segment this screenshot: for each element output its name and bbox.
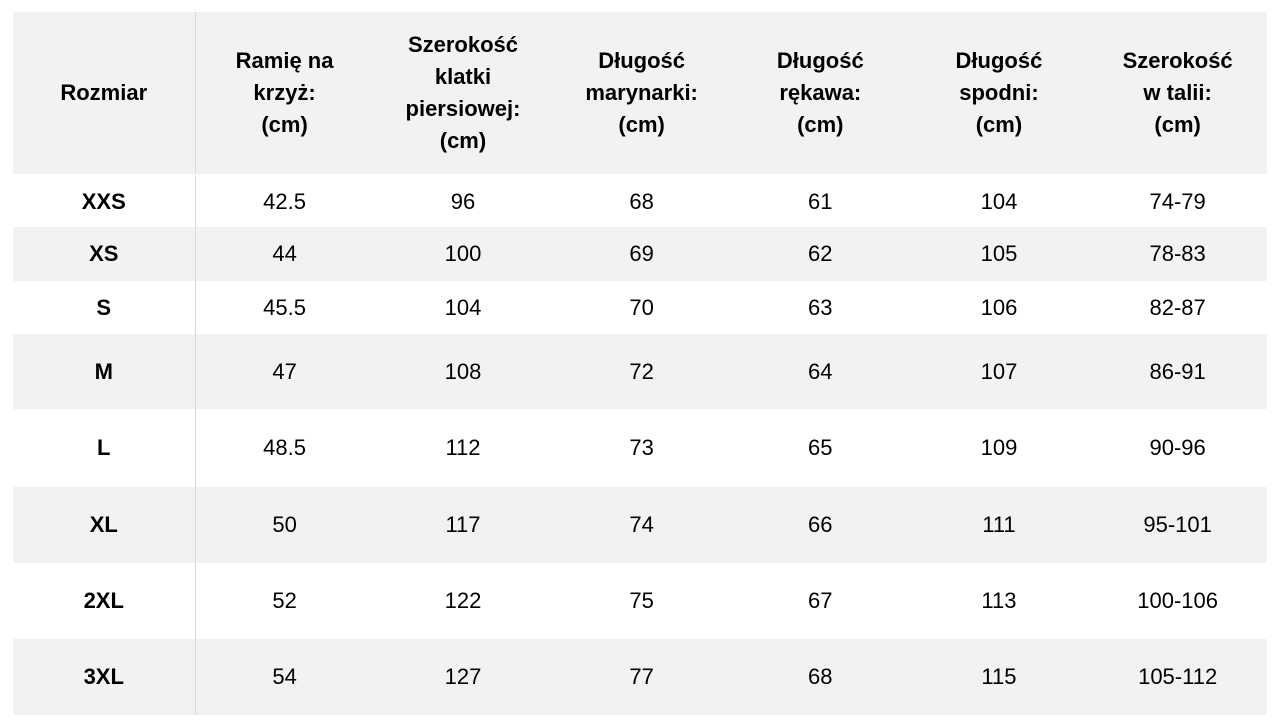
measurement-cell: 54 bbox=[195, 639, 374, 715]
measurement-cell: 62 bbox=[730, 227, 910, 281]
measurement-cell: 104 bbox=[980, 188, 1018, 214]
measurement-cell: 104 bbox=[444, 294, 482, 320]
size-table-container: Rozmiar Ramię na krzyż: (cm) Szerokość kla… bbox=[13, 12, 1267, 715]
measurement-cell: 111 bbox=[909, 487, 1089, 563]
header-cell: Długość marynarki: (cm) bbox=[552, 12, 731, 175]
measurement-cell: 73 bbox=[629, 435, 654, 460]
measurement-cell: 122 bbox=[444, 588, 482, 613]
measurement-cell: 48.5 bbox=[263, 435, 306, 460]
measurement-cell: 42.5 bbox=[263, 188, 306, 214]
measurement-cell: 105-112 bbox=[1088, 639, 1267, 715]
size-row: S 45.5 104 70 63 106 82-87 bbox=[13, 281, 1267, 334]
measurement-cell: 66 bbox=[730, 487, 910, 563]
size-row: L 48.5 112 73 65 109 90-96 bbox=[13, 409, 1267, 487]
size-label: M bbox=[13, 334, 196, 409]
measurement-cell: 64 bbox=[730, 334, 910, 409]
measurement-cell: 108 bbox=[373, 334, 553, 409]
measurement-cell: 52 bbox=[272, 588, 297, 613]
measurement-cell: 63 bbox=[808, 294, 833, 320]
header-row: Rozmiar Ramię na krzyż: (cm) Szerokość kla… bbox=[13, 12, 1267, 175]
size-label: XXS bbox=[13, 175, 196, 227]
measurement-cell: 74-79 bbox=[1149, 188, 1206, 214]
size-row: XL 50 117 74 66 111 95-101 bbox=[13, 487, 1267, 563]
measurement-cell: 74 bbox=[552, 487, 731, 563]
measurement-cell: 105 bbox=[909, 227, 1089, 281]
measurement-cell: 45.5 bbox=[263, 294, 306, 320]
measurement-cell: 109 bbox=[980, 435, 1018, 460]
measurement-cell: 68 bbox=[730, 639, 910, 715]
measurement-cell: 65 bbox=[808, 435, 833, 460]
measurement-cell: 100-106 bbox=[1137, 588, 1219, 613]
header-cell: Rozmiar bbox=[13, 12, 196, 175]
size-label: S bbox=[13, 281, 196, 334]
measurement-cell: 69 bbox=[552, 227, 731, 281]
header-cell: Długość rękawa: (cm) bbox=[730, 12, 910, 175]
measurement-cell: 78-83 bbox=[1088, 227, 1267, 281]
measurement-cell: 82-87 bbox=[1149, 294, 1206, 320]
measurement-cell: 95-101 bbox=[1088, 487, 1267, 563]
measurement-cell: 90-96 bbox=[1149, 435, 1206, 460]
measurement-cell: 44 bbox=[195, 227, 374, 281]
measurement-cell: 68 bbox=[629, 188, 654, 214]
measurement-cell: 86-91 bbox=[1088, 334, 1267, 409]
size-label: XL bbox=[13, 487, 196, 563]
size-row: XXS 42.5 96 68 61 104 74-79 bbox=[13, 175, 1267, 227]
measurement-cell: 67 bbox=[808, 588, 833, 613]
size-row: 2XL 52 122 75 67 113 100-106 bbox=[13, 563, 1267, 639]
measurement-cell: 72 bbox=[552, 334, 731, 409]
header-cell: Ramię na krzyż: (cm) bbox=[195, 12, 374, 175]
header-cell: Szerokość klatki piersiowej: (cm) bbox=[373, 12, 553, 175]
measurement-cell: 107 bbox=[909, 334, 1089, 409]
size-label: XS bbox=[13, 227, 196, 281]
size-row: M 47 108 72 64 107 86-91 bbox=[13, 334, 1267, 409]
measurement-cell: 75 bbox=[629, 588, 654, 613]
size-label: L bbox=[13, 409, 196, 487]
measurement-cell: 50 bbox=[195, 487, 374, 563]
size-label: 2XL bbox=[13, 563, 196, 639]
measurement-cell: 70 bbox=[629, 294, 654, 320]
header-cell: Długość spodni: (cm) bbox=[909, 12, 1089, 175]
measurement-cell: 96 bbox=[450, 188, 476, 214]
size-row: XS 44 100 69 62 105 78-83 bbox=[13, 227, 1267, 281]
size-row: 3XL 54 127 77 68 115 105-112 bbox=[13, 639, 1267, 715]
measurement-cell: 112 bbox=[445, 435, 481, 460]
measurement-cell: 47 bbox=[195, 334, 374, 409]
measurement-cell: 117 bbox=[373, 487, 553, 563]
size-label: 3XL bbox=[13, 639, 196, 715]
size-table: Rozmiar Ramię na krzyż: (cm) Szerokość kla… bbox=[13, 12, 1267, 715]
measurement-cell: 100 bbox=[373, 227, 553, 281]
measurement-cell: 113 bbox=[981, 588, 1017, 613]
measurement-cell: 106 bbox=[980, 294, 1018, 320]
measurement-cell: 127 bbox=[373, 639, 553, 715]
measurement-cell: 115 bbox=[909, 639, 1089, 715]
measurement-cell: 77 bbox=[552, 639, 731, 715]
measurement-cell: 61 bbox=[808, 188, 833, 214]
header-cell: Szerokość w talii: (cm) bbox=[1088, 12, 1267, 175]
